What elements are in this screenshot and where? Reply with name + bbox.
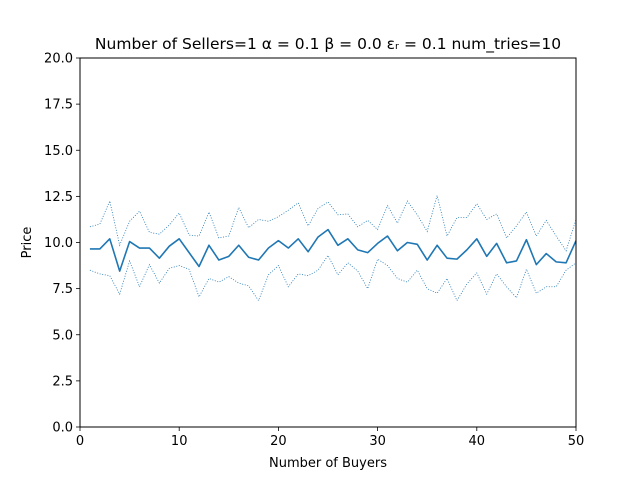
x-axis: 0 10 20 30 40 50 bbox=[76, 427, 584, 449]
y-tick-label: 17.5 bbox=[44, 98, 73, 113]
y-tick-label: 2.5 bbox=[52, 374, 73, 389]
y-tick-label: 12.5 bbox=[44, 190, 73, 205]
y-axis: 0.0 2.5 5.0 7.5 10.0 12.5 15.0 17.5 20.0 bbox=[44, 52, 80, 436]
x-tick-label: 20 bbox=[270, 434, 287, 449]
mean-price-line bbox=[89, 228, 577, 272]
x-tick-label: 0 bbox=[76, 434, 84, 449]
series-layer bbox=[89, 193, 577, 302]
x-tick-label: 30 bbox=[369, 434, 386, 449]
y-tick-label: 15.0 bbox=[44, 144, 73, 159]
chart-title: Number of Sellers=1 α = 0.1 β = 0.0 εᵣ =… bbox=[95, 35, 561, 54]
y-tick-label: 10.0 bbox=[44, 236, 73, 251]
y-tick-label: 5.0 bbox=[52, 328, 73, 343]
y-axis-label: Price bbox=[20, 227, 35, 259]
upper-bound-line bbox=[89, 193, 577, 252]
x-tick-label: 50 bbox=[568, 434, 585, 449]
x-tick-label: 10 bbox=[171, 434, 188, 449]
y-tick-label: 0.0 bbox=[52, 421, 73, 436]
y-tick-label: 20.0 bbox=[44, 52, 73, 67]
y-tick-label: 7.5 bbox=[52, 282, 73, 297]
x-tick-label: 40 bbox=[469, 434, 486, 449]
x-axis-label: Number of Buyers bbox=[269, 456, 387, 471]
